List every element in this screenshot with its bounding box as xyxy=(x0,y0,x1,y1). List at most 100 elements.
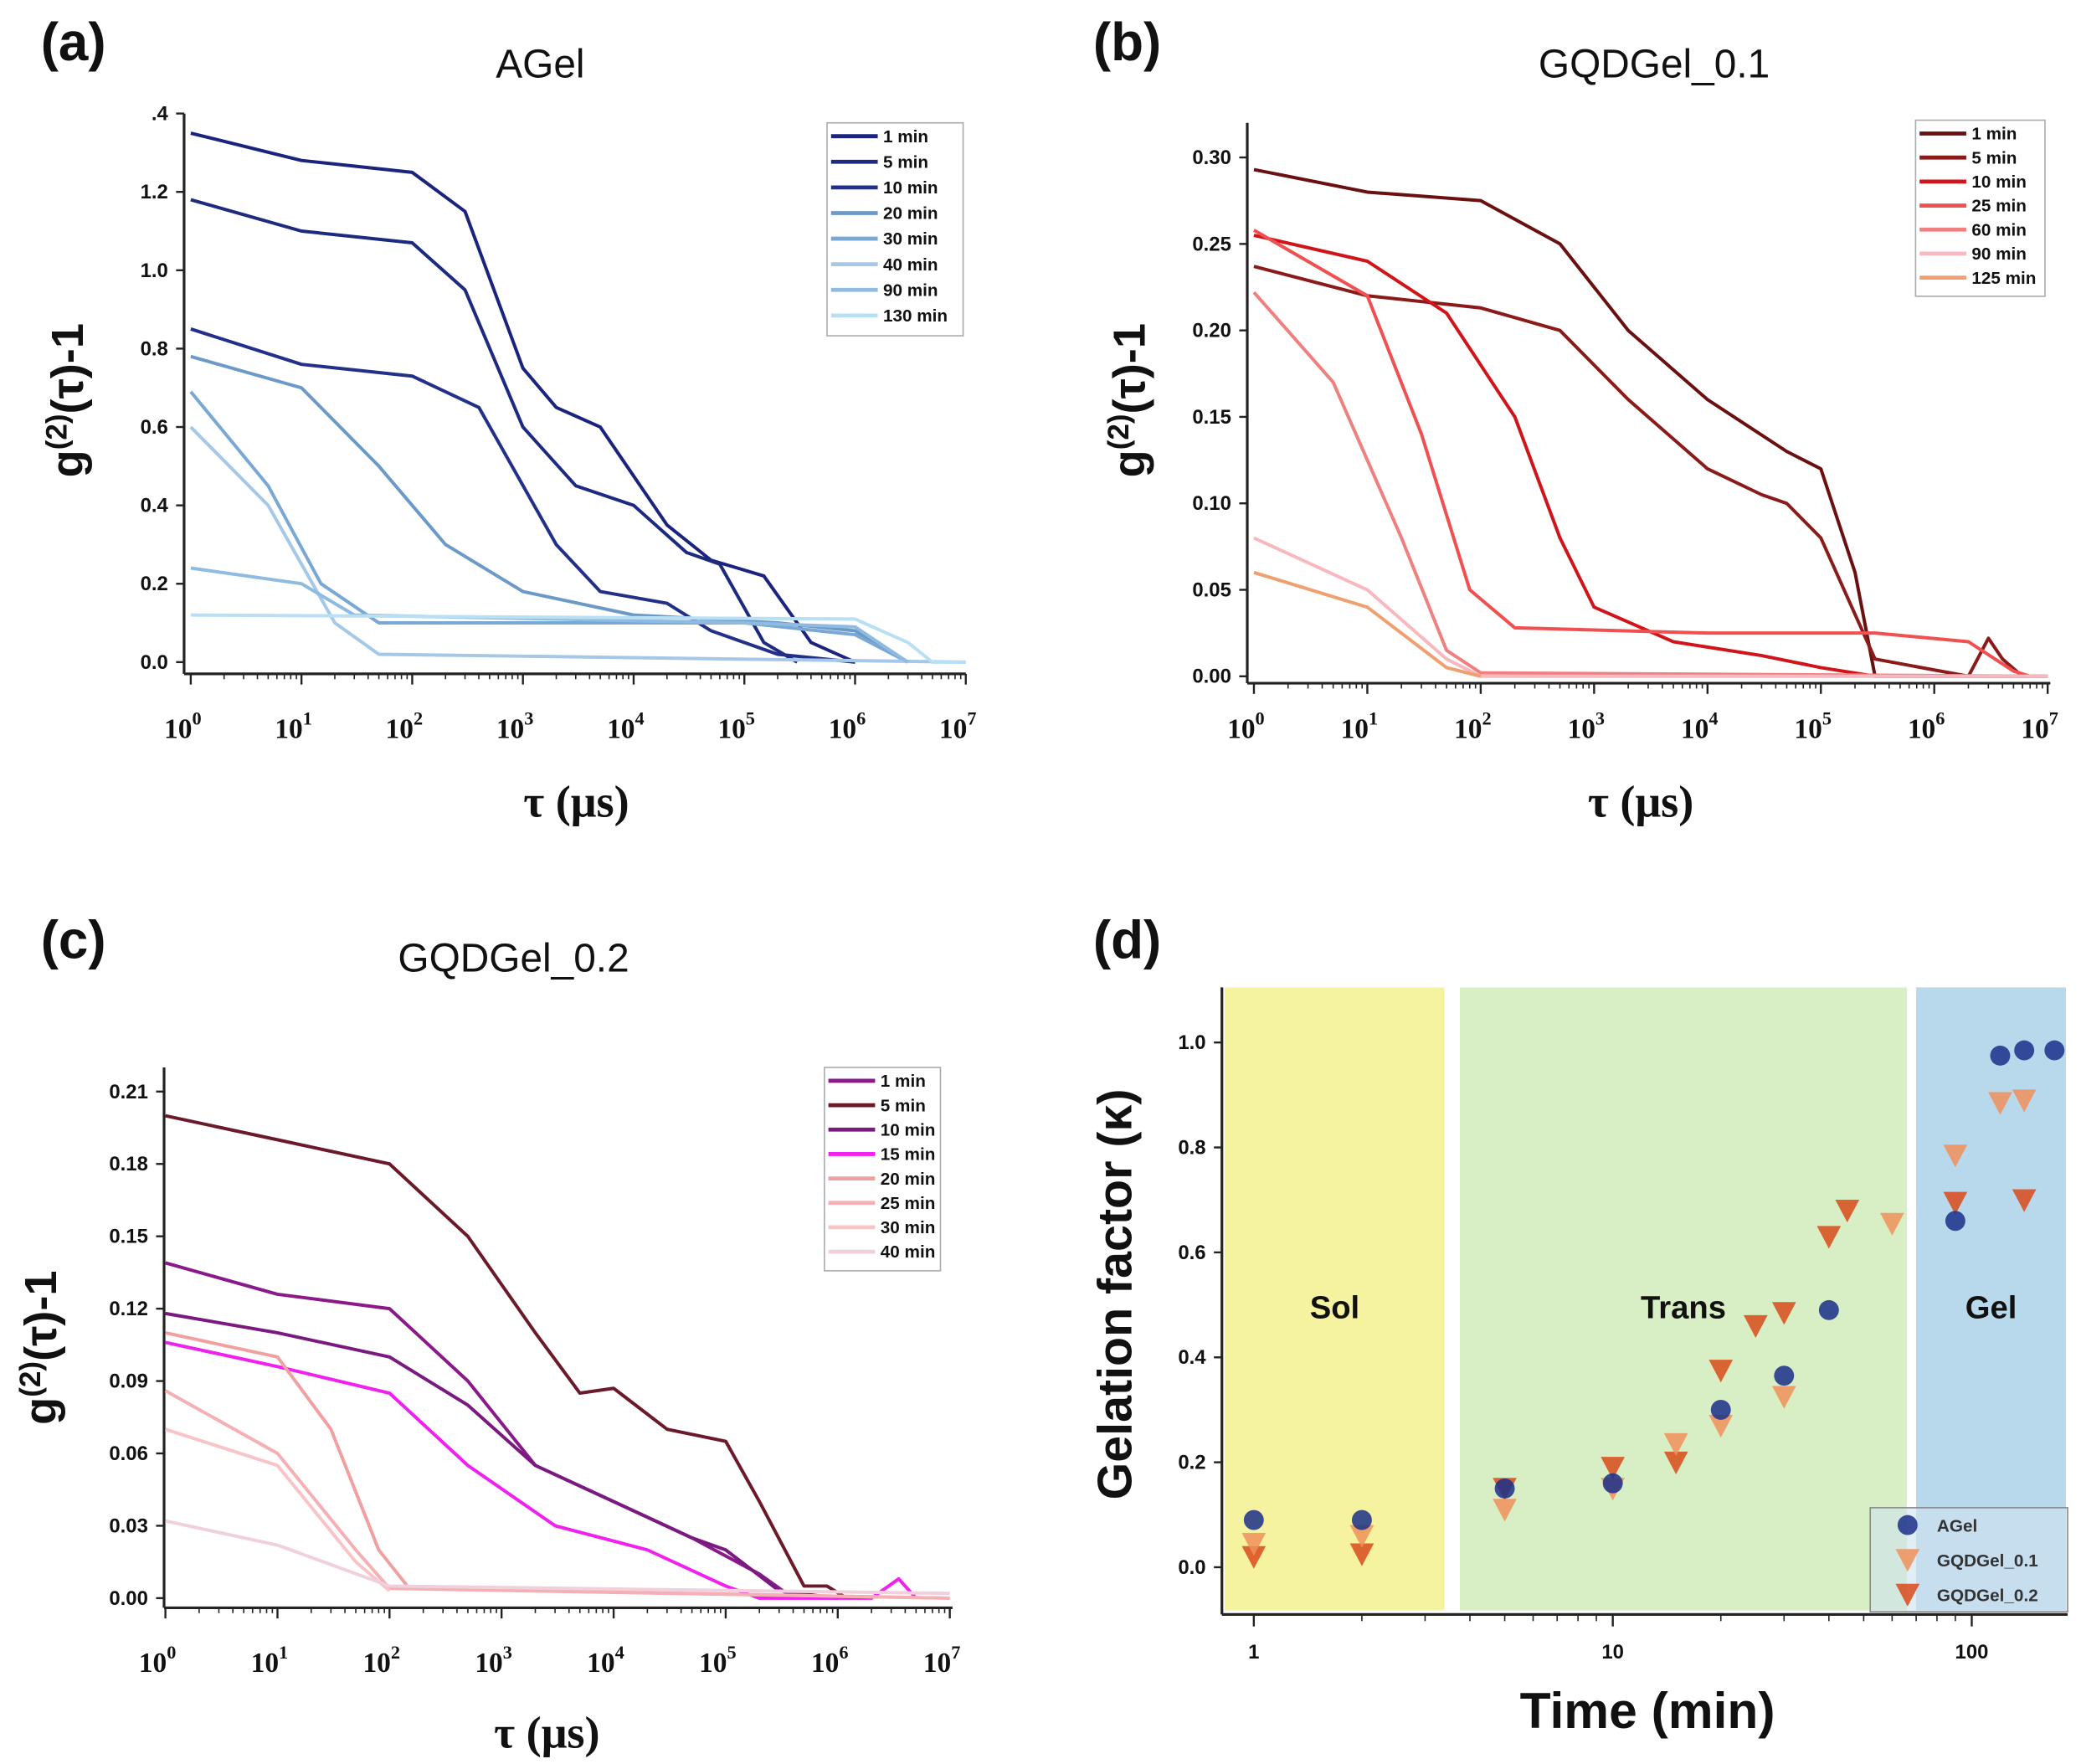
panel-label: (d) xyxy=(1093,909,1161,969)
x-tick-label: 106 xyxy=(1908,707,1945,744)
x-tick-base: 10 xyxy=(362,1648,390,1679)
x-axis-label: τ (μs) xyxy=(494,1708,599,1758)
data-point-agel xyxy=(1710,1399,1731,1420)
y-tick-label: 0.03 xyxy=(109,1515,148,1537)
data-point-gqdgel_0.2 xyxy=(1835,1200,1860,1223)
x-tick-exponent: 7 xyxy=(2049,707,2058,728)
y-tick-label: 0.8 xyxy=(141,337,168,360)
x-tick-exponent: 1 xyxy=(279,1642,288,1663)
legend-label: 25 min xyxy=(1971,197,2027,216)
region-label: Trans xyxy=(1641,1290,1726,1326)
x-tick-base: 10 xyxy=(699,1648,727,1679)
x-tick-label: 103 xyxy=(1567,707,1605,744)
y-axis-label: g(2)(τ)-1 xyxy=(14,1270,66,1424)
x-axis-label: Time (min) xyxy=(1520,1682,1775,1739)
y-label-rest: (τ)-1 xyxy=(1104,323,1154,414)
y-tick-label: 0.30 xyxy=(1192,147,1231,169)
x-tick-label: 105 xyxy=(1794,707,1832,744)
x-tick-base: 10 xyxy=(1908,713,1935,744)
x-tick-base: 10 xyxy=(1454,713,1482,744)
x-tick-base: 10 xyxy=(1794,713,1822,744)
x-tick-base: 10 xyxy=(475,1648,502,1679)
x-tick-exponent: 0 xyxy=(167,1642,176,1663)
data-point-gqdgel_0.1 xyxy=(1349,1525,1374,1548)
panel-b: (b) GQDGel_0.1 0.00 0.05 0.10 0.15 0.20 0.25 0.3… xyxy=(1093,12,2058,827)
data-point-gqdgel_0.1 xyxy=(1988,1092,2012,1115)
y-label-base: g xyxy=(1104,450,1154,477)
legend-label: 10 min xyxy=(1971,172,2027,192)
panel-c: (c) GQDGel_0.2 0.00 0.03 0.06 0.09 0.12 0.15 0.1… xyxy=(14,909,961,1757)
series-line-10min xyxy=(190,327,856,664)
x-tick-label: 105 xyxy=(699,1642,737,1679)
legend-label: 90 min xyxy=(883,280,938,300)
series-line-5min xyxy=(190,198,799,664)
x-tick-exponent: 0 xyxy=(192,707,201,728)
x-tick-exponent: 0 xyxy=(1256,707,1265,728)
x-tick-base: 10 xyxy=(275,713,302,744)
y-tick-label: 0.15 xyxy=(1192,406,1231,429)
legend-label: 60 min xyxy=(1971,220,2027,239)
x-tick-base: 10 xyxy=(829,713,856,744)
y-tick-label: 0.15 xyxy=(109,1226,148,1248)
x-tick-exponent: 4 xyxy=(1708,707,1718,728)
panel-label: (a) xyxy=(41,12,106,72)
legend-label: 30 min xyxy=(883,229,938,249)
x-tick-label: 100 xyxy=(1955,1641,1989,1664)
y-label-base: g xyxy=(16,1397,66,1425)
y-tick-label: 0.8 xyxy=(1178,1137,1205,1160)
data-point-agel xyxy=(1774,1365,1795,1386)
y-label-sup: (2) xyxy=(41,414,74,450)
legend xyxy=(824,1067,942,1272)
legend-label: 15 min xyxy=(881,1145,936,1165)
x-tick-exponent: 5 xyxy=(1822,707,1832,728)
y-tick-label: 0.6 xyxy=(141,416,168,439)
y-tick-label: 0.10 xyxy=(1192,492,1231,515)
x-tick-exponent: 5 xyxy=(727,1642,736,1663)
x-tick-label: 107 xyxy=(923,1642,961,1679)
data-point-gqdgel_0.1 xyxy=(1241,1533,1267,1556)
x-tick-base: 10 xyxy=(939,713,967,744)
data-point-agel xyxy=(1494,1479,1515,1499)
y-tick-label: 0.21 xyxy=(109,1081,148,1103)
x-tick-base: 10 xyxy=(923,1648,951,1679)
x-tick-exponent: 7 xyxy=(967,707,976,728)
legend-label: 10 min xyxy=(883,178,938,198)
x-tick-label: 104 xyxy=(1681,707,1719,744)
x-tick-label: 104 xyxy=(587,1642,624,1679)
region-sol xyxy=(1225,987,1445,1611)
y-tick-label: 0.09 xyxy=(109,1371,148,1393)
data-point-agel xyxy=(1243,1509,1264,1530)
data-point-gqdgel_0.1 xyxy=(1663,1432,1688,1457)
x-tick-label: 1 xyxy=(1248,1641,1259,1664)
y-label-rest: (τ)-1 xyxy=(43,323,93,414)
x-tick-exponent: 5 xyxy=(746,707,755,728)
y-tick-label: .4 xyxy=(152,103,169,126)
legend-label: 1 min xyxy=(1971,125,2017,144)
legend-label: 1 min xyxy=(881,1072,926,1091)
x-tick-label: 102 xyxy=(1454,707,1492,744)
legend-label: 40 min xyxy=(883,255,938,275)
x-tick-base: 10 xyxy=(251,1648,279,1679)
y-tick-label: 0.18 xyxy=(109,1153,148,1175)
series-line-20min xyxy=(190,354,909,664)
data-point-agel xyxy=(1351,1509,1372,1530)
data-point-agel xyxy=(2014,1040,2035,1061)
data-point-gqdgel_0.1 xyxy=(1943,1144,1968,1168)
y-tick-label: 0.20 xyxy=(1192,320,1231,342)
x-tick-base: 10 xyxy=(164,713,192,744)
x-tick-label: 102 xyxy=(386,707,424,744)
legend-label: GQDGel_0.2 xyxy=(1937,1586,2038,1605)
y-tick-label: 0.00 xyxy=(109,1587,148,1610)
x-tick-base: 10 xyxy=(607,713,635,744)
panel-label: (b) xyxy=(1093,12,1161,72)
y-tick-label: 0.05 xyxy=(1192,579,1231,601)
region-label: Gel xyxy=(1965,1290,2017,1326)
y-tick-label: 0.00 xyxy=(1192,666,1231,688)
x-tick-label: 104 xyxy=(607,707,645,744)
x-tick-label: 100 xyxy=(139,1642,177,1679)
x-tick-base: 10 xyxy=(1681,713,1708,744)
x-tick-exponent: 2 xyxy=(1482,707,1491,728)
x-tick-label: 101 xyxy=(1341,707,1379,744)
